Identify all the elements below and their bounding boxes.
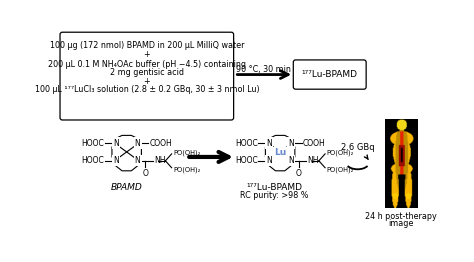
- Text: N: N: [113, 156, 118, 165]
- Text: 100 μg (172 nmol) BPAMD in 200 μL MilliQ water: 100 μg (172 nmol) BPAMD in 200 μL MilliQ…: [50, 41, 244, 50]
- Text: 24 h post-therapy: 24 h post-therapy: [365, 212, 437, 221]
- Text: O: O: [142, 168, 148, 177]
- Text: NH: NH: [307, 156, 319, 165]
- Text: NH: NH: [154, 156, 165, 165]
- Text: N: N: [135, 156, 140, 165]
- Text: COOH: COOH: [149, 139, 172, 148]
- Text: 100 μL ¹⁷⁷LuCl₃ solution (2.8 ± 0.2 GBq, 30 ± 3 nmol Lu): 100 μL ¹⁷⁷LuCl₃ solution (2.8 ± 0.2 GBq,…: [35, 85, 259, 95]
- Text: +: +: [144, 77, 150, 86]
- Text: PO(OH)₂: PO(OH)₂: [327, 149, 354, 156]
- Text: N: N: [266, 156, 272, 165]
- Text: 2 mg gentisic acid: 2 mg gentisic acid: [110, 68, 184, 77]
- Text: N: N: [288, 156, 294, 165]
- Text: N: N: [288, 139, 294, 148]
- Text: 200 μL 0.1 M NH₄OAc buffer (pH −4.5) containing: 200 μL 0.1 M NH₄OAc buffer (pH −4.5) con…: [48, 60, 246, 69]
- Text: PO(OH)₂: PO(OH)₂: [327, 166, 354, 172]
- Text: 90 °C, 30 min: 90 °C, 30 min: [237, 65, 292, 74]
- Text: N: N: [113, 139, 118, 148]
- Text: RC purity: >98 %: RC purity: >98 %: [240, 191, 308, 200]
- FancyBboxPatch shape: [60, 32, 234, 120]
- Text: COOH: COOH: [302, 139, 325, 148]
- Text: HOOC: HOOC: [82, 156, 104, 165]
- Text: PO(OH)₂: PO(OH)₂: [173, 149, 201, 156]
- Text: N: N: [135, 139, 140, 148]
- Text: Lu: Lu: [274, 148, 286, 157]
- Text: N: N: [266, 139, 272, 148]
- Text: O: O: [296, 168, 301, 177]
- Text: 2.6 GBq: 2.6 GBq: [341, 143, 374, 151]
- Text: HOOC: HOOC: [235, 156, 258, 165]
- Text: ¹⁷⁷Lu-BPAMD: ¹⁷⁷Lu-BPAMD: [302, 70, 358, 79]
- Text: ¹⁷⁷Lu-BPAMD: ¹⁷⁷Lu-BPAMD: [246, 183, 302, 192]
- Text: HOOC: HOOC: [82, 139, 104, 148]
- Text: +: +: [144, 50, 150, 59]
- Text: image: image: [389, 219, 414, 228]
- FancyBboxPatch shape: [293, 60, 366, 89]
- Text: BPAMD: BPAMD: [111, 183, 143, 192]
- Text: PO(OH)₂: PO(OH)₂: [173, 166, 201, 172]
- Text: HOOC: HOOC: [235, 139, 258, 148]
